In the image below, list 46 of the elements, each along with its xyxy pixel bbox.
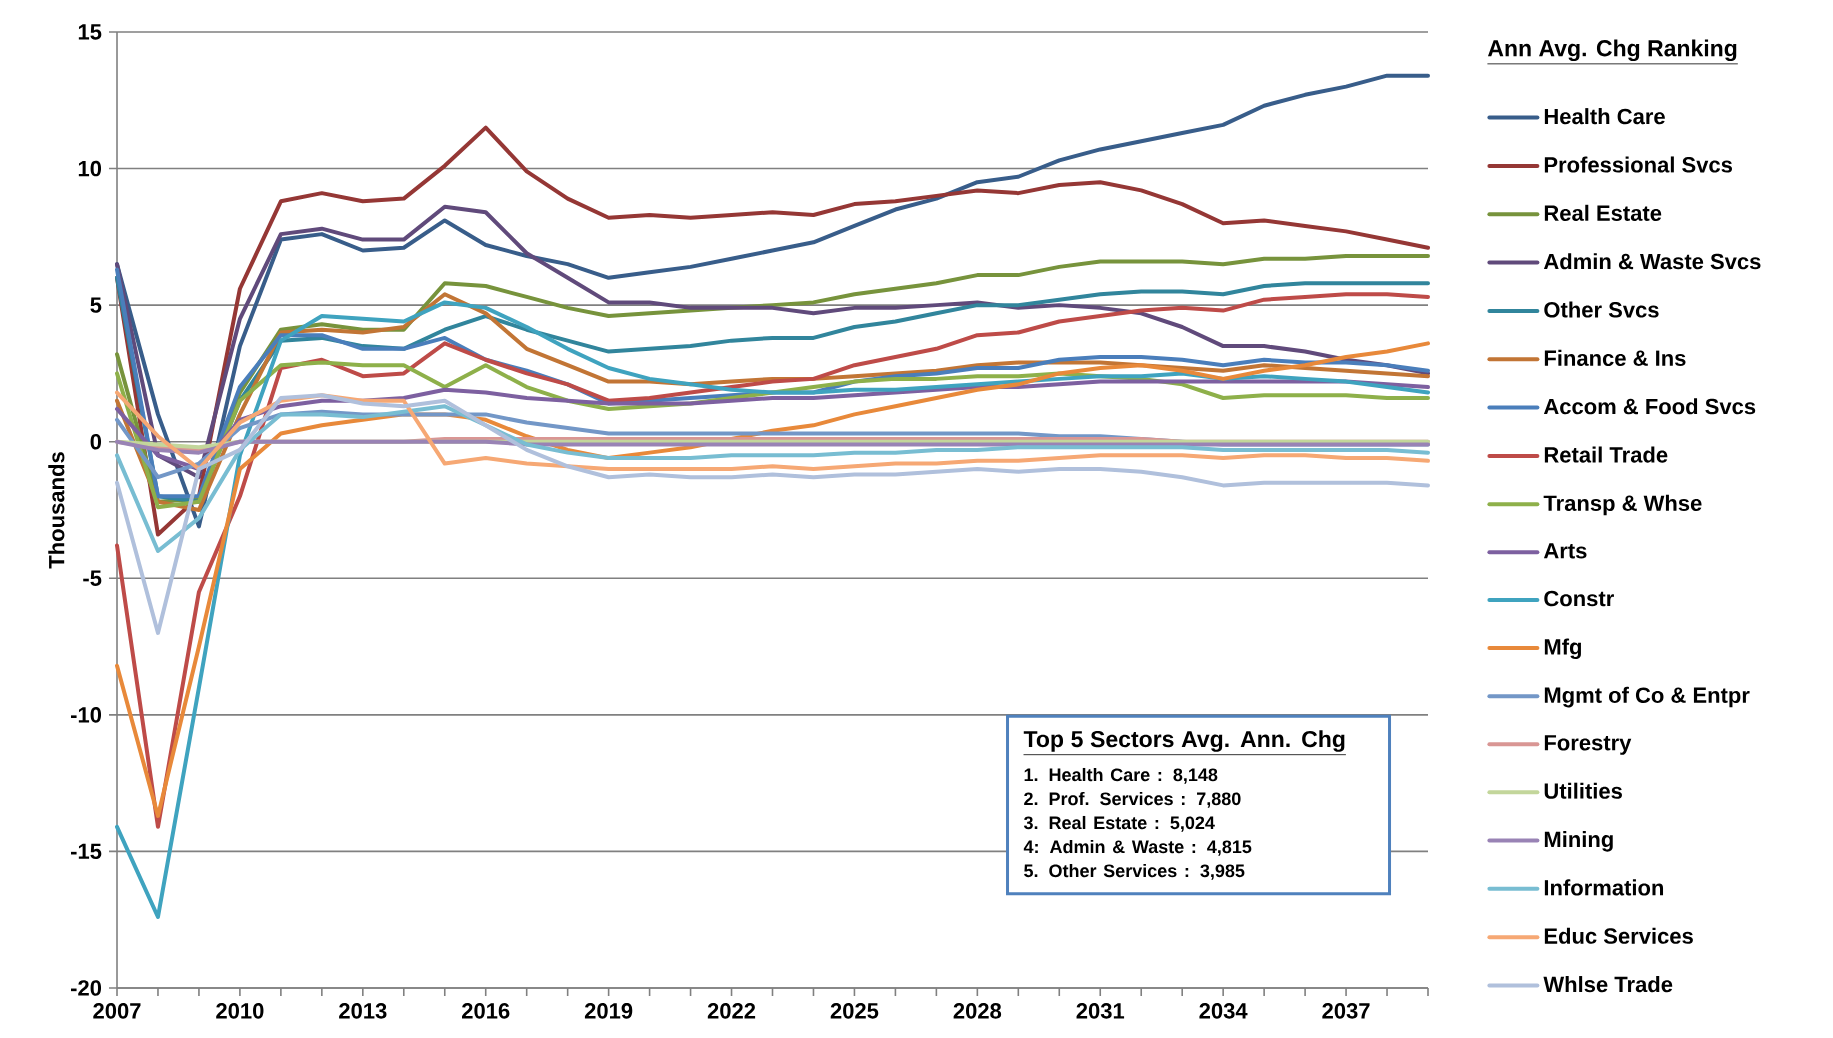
- annotation: 1. Health Care : 8,148: [1024, 767, 1218, 784]
- legend-label: Mining: [1544, 831, 1613, 852]
- y-tick-label: 0: [90, 433, 102, 450]
- legend-label: Arts: [1543, 543, 1587, 559]
- x-tick-label: 2019: [584, 1003, 633, 1019]
- x-tick-label: 2022: [707, 1003, 756, 1019]
- y-axis-title: Thousands: [48, 452, 65, 569]
- x-tick-label: 2016: [462, 1003, 510, 1019]
- legend-label: Other Svcs: [1544, 301, 1659, 318]
- legend-label: Accom & Food Svcs: [1543, 398, 1756, 415]
- legend-label: Information: [1544, 879, 1664, 896]
- legend-label: Forestry: [1544, 735, 1632, 755]
- annotation: 2. Prof. Services : 7,880: [1024, 791, 1241, 808]
- x-tick-label: 2037: [1322, 1003, 1370, 1019]
- annotation: 4: Admin & Waste : 4,815: [1023, 839, 1252, 856]
- y-tick-label: -10: [70, 707, 102, 723]
- x-tick-label: 2031: [1076, 1003, 1125, 1019]
- x-tick-label: 2028: [953, 1003, 1002, 1019]
- y-tick-label: 5: [90, 297, 102, 313]
- legend-label: Admin & Waste Svcs: [1543, 253, 1761, 270]
- annotation: 3. Real Estate : 5,024: [1023, 815, 1215, 832]
- legend-label: Real Estate: [1544, 204, 1662, 221]
- y-tick-label: -20: [70, 980, 102, 996]
- legend-label: Transp & Whse: [1543, 494, 1702, 516]
- legend-label: Retail Trade: [1544, 446, 1668, 463]
- x-tick-label: 2007: [93, 1003, 141, 1019]
- x-tick-label: 2010: [216, 1003, 264, 1019]
- legend-label: Whlse Trade: [1543, 976, 1673, 993]
- legend-label: Utilities: [1544, 782, 1622, 799]
- x-tick-label: 2013: [339, 1003, 387, 1019]
- legend-label: Mgmt of Co & Entpr: [1544, 686, 1750, 708]
- legend-label: Constr: [1544, 590, 1614, 607]
- legend-label: Mfg: [1544, 638, 1581, 660]
- annotation: Top 5 Sectors Avg. Ann. Chg: [1023, 730, 1345, 752]
- y-tick-label: -15: [70, 843, 102, 860]
- legend-label: Educ Services: [1544, 927, 1693, 944]
- y-tick-label: -5: [83, 570, 102, 586]
- annotation: 5. Other Services : 3,985: [1024, 863, 1245, 880]
- x-tick-label: 2025: [830, 1003, 879, 1019]
- legend-label: Health Care: [1544, 108, 1665, 125]
- legend-label: Finance & Ins: [1544, 349, 1686, 366]
- x-tick-label: 2034: [1199, 1003, 1248, 1019]
- legend-title: Ann Avg. Chg Ranking: [1487, 39, 1737, 62]
- y-tick-label: 10: [78, 160, 102, 177]
- y-tick-label: 15: [78, 24, 102, 40]
- legend-label: Professional Svcs: [1544, 156, 1732, 173]
